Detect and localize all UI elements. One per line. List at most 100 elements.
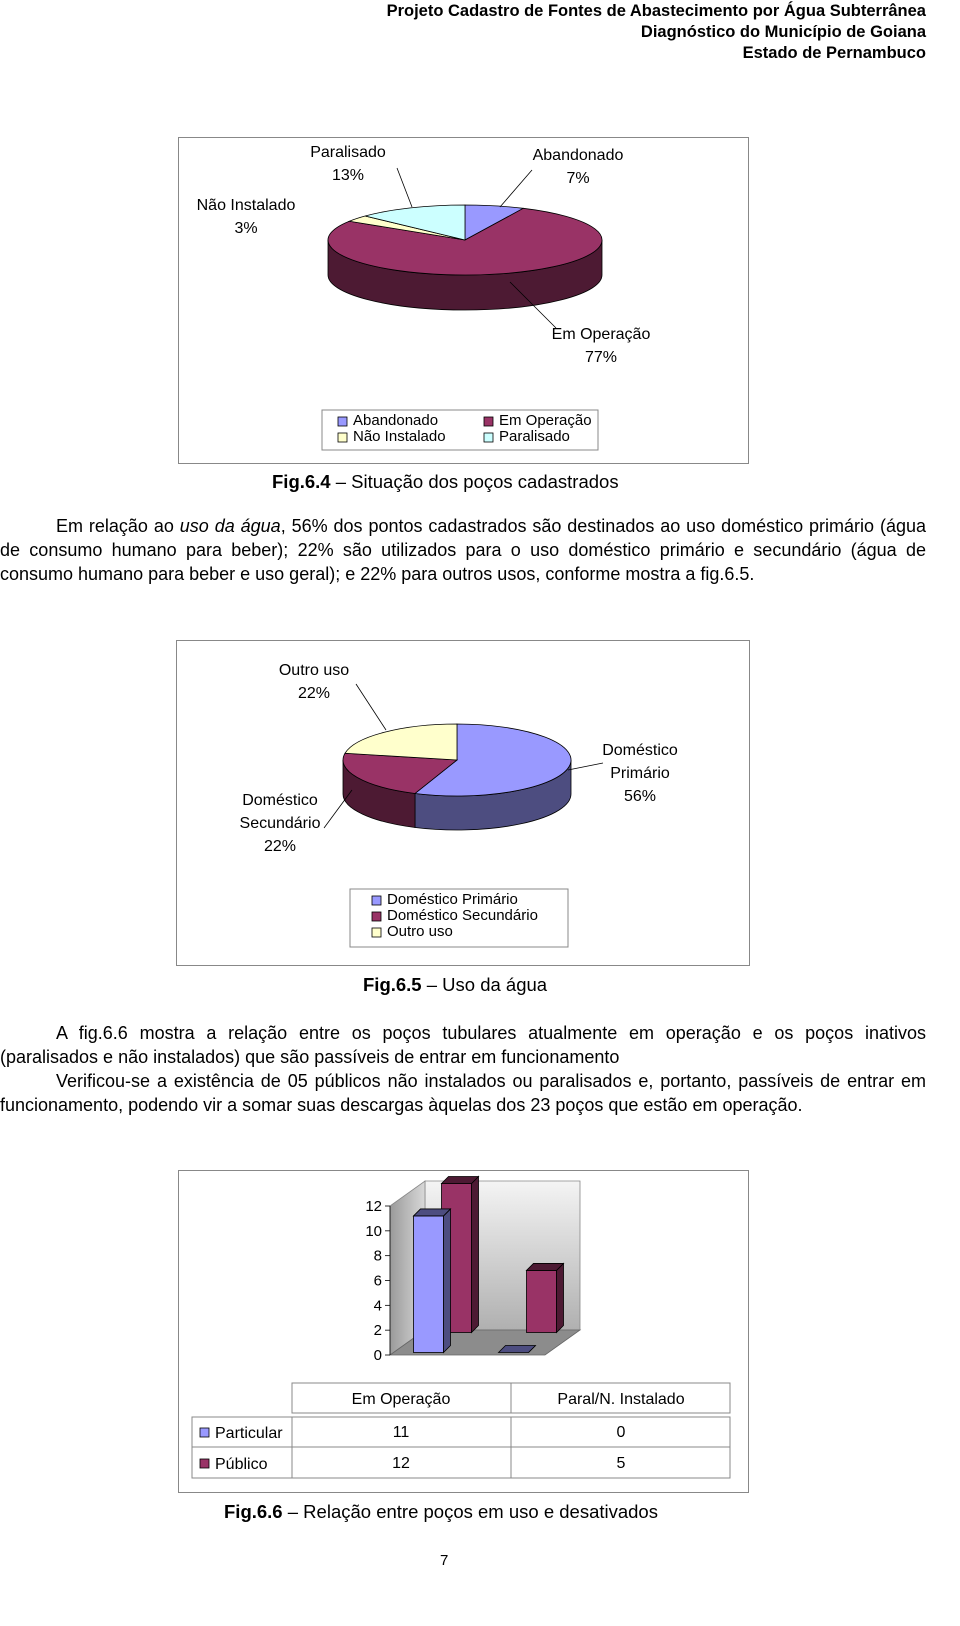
chart-frame (178, 137, 749, 464)
legend-label: Não Instalado (353, 428, 446, 445)
header-line: Projeto Cadastro de Fontes de Abastecime… (386, 2, 926, 20)
data-label: Outro uso 22% (259, 659, 369, 705)
caption-text: – Situação dos poços cadastrados (335, 471, 619, 492)
legend-label: Público (215, 1456, 268, 1473)
leader-line (323, 789, 353, 829)
label-name: Outro uso (278, 662, 350, 679)
label-name: Em Operação (551, 326, 651, 343)
caption-text: – Relação entre poços em uso e desativad… (287, 1501, 658, 1522)
legend-swatch (337, 432, 348, 443)
bar-front (526, 1270, 557, 1333)
header-line: Diagnóstico do Município de Goiana (640, 23, 926, 41)
legend-frame (349, 888, 569, 948)
y-tick-label: 12 (365, 1198, 382, 1215)
bar-top (412, 1208, 452, 1217)
label-value: 22% (263, 838, 297, 855)
legend-label: Paralisado (499, 428, 570, 445)
bar-side (471, 1175, 479, 1334)
legend-swatch (371, 895, 382, 906)
slice (342, 752, 459, 794)
caption: Fig.6.6 – Relação entre poços em uso e d… (224, 1501, 658, 1523)
label-value: 13% (331, 167, 365, 184)
label-name: Doméstico Primário (602, 742, 678, 782)
legend-label: Doméstico Secundário (387, 907, 538, 924)
data-label: Não Instalado 3% (186, 194, 306, 240)
legend-label: Em Operação (499, 412, 592, 429)
bar-top (497, 1345, 537, 1353)
text: Verificou-se a existência de 05 públicos… (0, 1071, 926, 1115)
bar-top (525, 1263, 565, 1271)
caption-label: Fig.6.5 (363, 974, 422, 995)
y-tick-label: 6 (374, 1273, 382, 1290)
label-value: 3% (234, 220, 258, 237)
table-header: Paral/N. Instalado (557, 1391, 684, 1408)
label-name: Não Instalado (196, 197, 296, 214)
text: Em relação ao (56, 516, 180, 536)
slice (414, 723, 572, 797)
y-tick-label: 8 (374, 1248, 382, 1265)
leader-line (499, 169, 533, 208)
table-header: Em Operação (352, 1391, 451, 1408)
paragraph: Verificou-se a existência de 05 públicos… (0, 1069, 926, 1117)
legend-swatch (337, 416, 348, 427)
chart-frame (178, 1170, 749, 1493)
slice (344, 723, 458, 761)
legend-label: Particular (215, 1425, 283, 1442)
slice (327, 207, 603, 276)
leader-line (509, 281, 557, 329)
bar-top (440, 1176, 480, 1184)
table-value: 12 (392, 1455, 410, 1472)
legend-frame (321, 409, 599, 451)
slice (365, 204, 466, 241)
label-name: Abandonado (532, 147, 624, 164)
legend-swatch (483, 432, 494, 443)
leader-line (396, 167, 413, 208)
header-line: Estado de Pernambuco (742, 44, 926, 62)
bar-front (413, 1215, 444, 1353)
leader-line (567, 762, 604, 771)
legend-swatch (371, 927, 382, 938)
legend-label: Doméstico Primário (387, 891, 518, 908)
caption: Fig.6.5 – Uso da água (363, 974, 547, 996)
table-value: 0 (617, 1424, 626, 1441)
data-label: Paralisado 13% (293, 141, 403, 187)
label-name: Doméstico Secundário (239, 792, 321, 832)
page-number: 7 (440, 1552, 449, 1569)
legend-swatch (199, 1427, 210, 1438)
caption: Fig.6.4 – Situação dos poços cadastrados (272, 471, 619, 493)
data-label: Doméstico Primário 56% (585, 739, 695, 808)
data-label: Abandonado 7% (523, 144, 633, 190)
caption-label: Fig.6.6 (224, 1501, 283, 1522)
legend-label: Outro uso (387, 923, 453, 940)
data-label: Doméstico Secundário 22% (225, 789, 335, 858)
label-value: 22% (297, 685, 331, 702)
legend-label: Abandonado (353, 412, 439, 429)
text: A fig.6.6 mostra a relação entre os poço… (0, 1023, 926, 1067)
label-name: Paralisado (310, 144, 386, 161)
label-value: 77% (584, 349, 618, 366)
paragraph: A fig.6.6 mostra a relação entre os poço… (0, 1021, 926, 1069)
y-tick-label: 10 (365, 1223, 382, 1240)
table-value: 11 (393, 1424, 410, 1441)
legend-swatch (199, 1458, 210, 1469)
caption-text: – Uso da água (426, 974, 548, 995)
text: , 56% dos pontos cadastrados são destina… (0, 516, 927, 584)
caption-label: Fig.6.4 (272, 471, 331, 492)
text-italic: uso da água (179, 516, 281, 536)
y-tick-label: 0 (374, 1347, 382, 1364)
leader-line (355, 683, 387, 731)
bar-side (443, 1207, 451, 1354)
y-tick-label: 4 (374, 1297, 382, 1314)
table-value: 5 (617, 1455, 626, 1472)
label-value: 7% (566, 170, 590, 187)
paragraph: Em relação ao uso da água, 56% dos ponto… (0, 514, 926, 586)
data-label: Em Operação 77% (541, 323, 661, 369)
legend-swatch (483, 416, 494, 427)
legend-swatch (371, 911, 382, 922)
bar-side (556, 1262, 564, 1334)
label-value: 56% (623, 788, 657, 805)
y-tick-label: 2 (374, 1322, 382, 1339)
chart-frame (176, 640, 750, 966)
